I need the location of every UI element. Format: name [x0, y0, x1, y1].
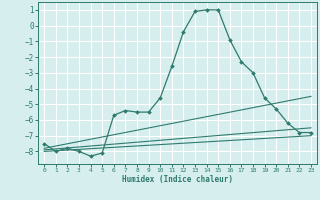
- X-axis label: Humidex (Indice chaleur): Humidex (Indice chaleur): [122, 175, 233, 184]
